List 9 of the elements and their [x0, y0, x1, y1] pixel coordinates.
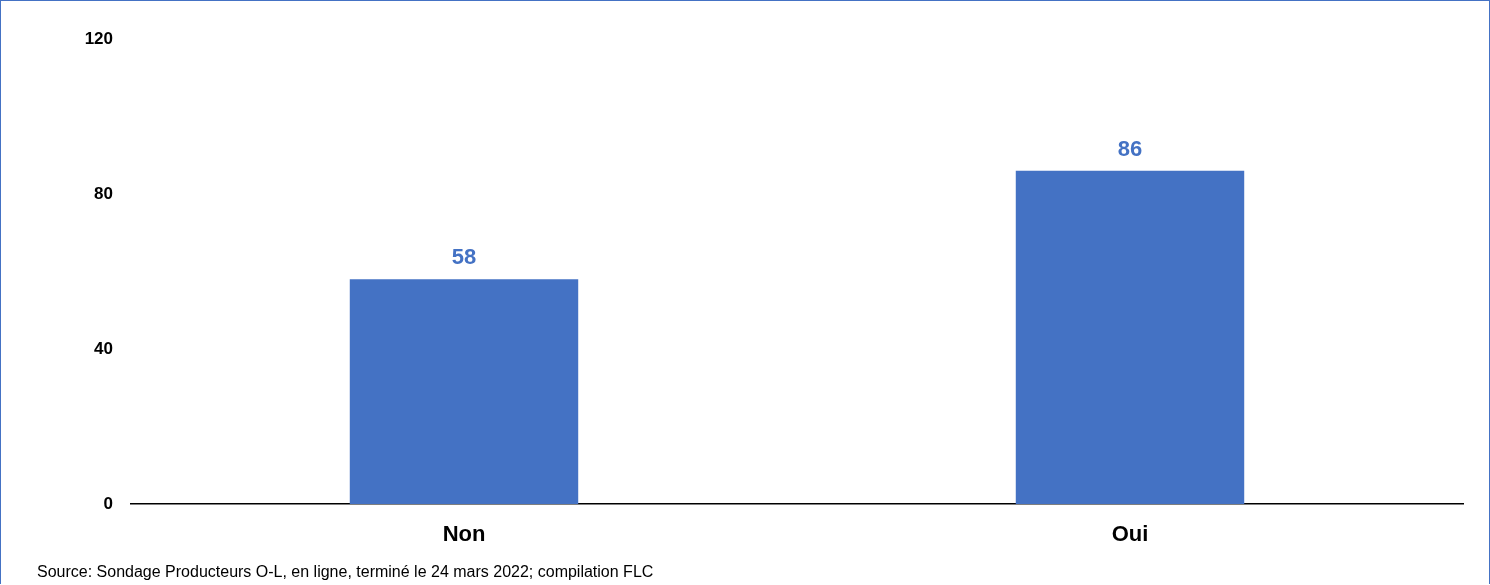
x-tick-label: Non — [442, 521, 486, 547]
data-label: 86 — [1117, 135, 1143, 161]
x-tick-label: Oui — [1111, 521, 1149, 547]
y-tick-label: 0 — [103, 493, 113, 513]
source-note: Source: Sondage Producteurs O-L, en ligne, terminé le 24 mars 2022; compilation FLC — [37, 563, 654, 580]
y-tick-label: 40 — [94, 338, 113, 358]
data-label: 58 — [451, 244, 477, 270]
y-tick-label: 80 — [94, 183, 113, 203]
y-tick-label: 120 — [84, 28, 113, 48]
